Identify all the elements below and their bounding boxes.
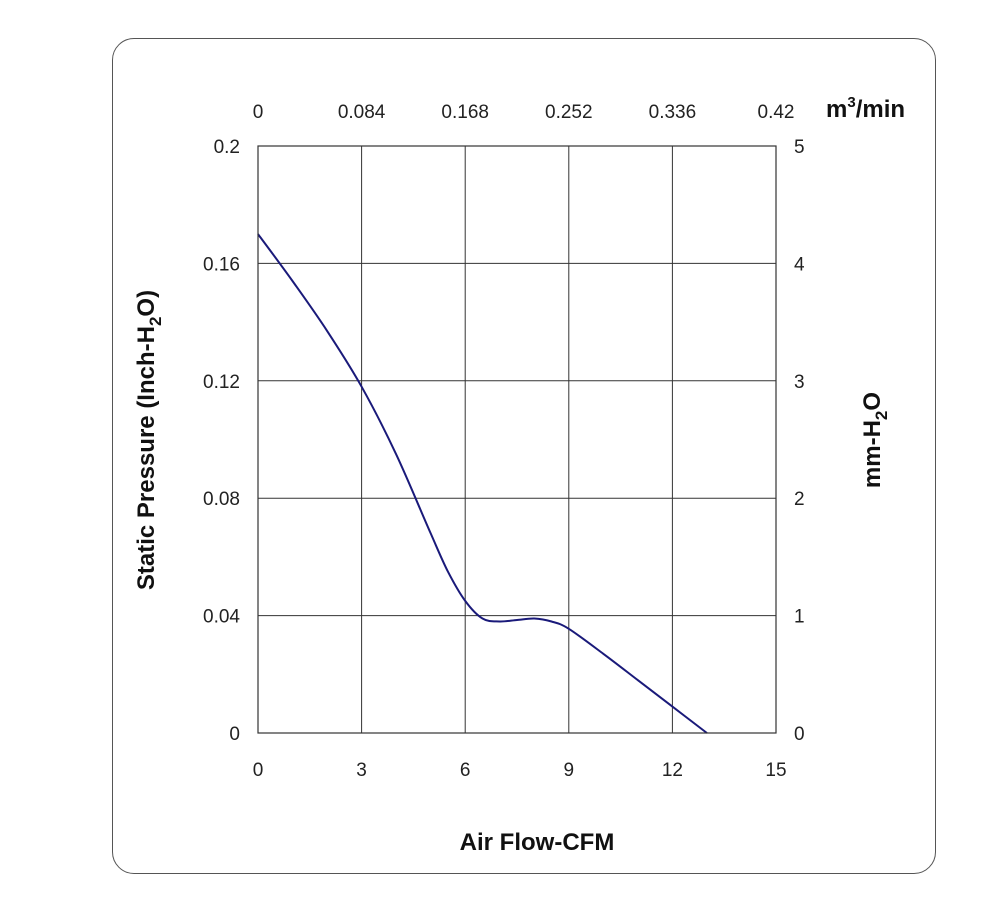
y-left-title-subscript: 2 [146,317,165,326]
tick-labels: 0 3 6 9 12 150 0.084 0.168 0.252 0.336 0.4200.040.… [203,102,805,781]
x-top-tick-label: 0.252 [545,102,593,123]
y-right-tick-label: 1 [794,607,805,628]
y-left-tick-label: 0.04 [203,607,240,628]
top-axis-unit-superscript: 3 [847,94,855,111]
top-axis-unit: m3/min [826,94,905,123]
y-axis-right-title: mm-H2O [859,392,891,488]
y-right-tick-label: 3 [794,372,805,393]
x-axis-title: Air Flow-CFM [460,829,615,856]
y-left-tick-label: 0.08 [203,489,240,510]
y-left-tick-label: 0 [229,724,240,745]
x-top-tick-label: 0.42 [758,102,795,123]
series-line [257,233,708,734]
y-left-tick-label: 0.16 [203,254,240,275]
grid [258,146,776,733]
x-bottom-tick-label: 6 [460,760,471,781]
x-bottom-tick-label: 3 [356,760,367,781]
y-left-tick-label: 0.12 [203,372,240,393]
x-bottom-tick-label: 12 [662,760,683,781]
y-left-tick-label: 0.2 [214,137,240,158]
chart-frame [112,38,936,874]
y-right-title-subscript: 2 [872,411,891,420]
y-right-tick-label: 0 [794,724,805,745]
x-top-tick-label: 0.168 [441,102,489,123]
x-top-tick-label: 0 [253,102,264,123]
x-bottom-tick-label: 15 [765,760,786,781]
x-bottom-tick-label: 0 [253,760,264,781]
y-right-tick-label: 4 [794,254,805,275]
y-right-tick-label: 2 [794,489,805,510]
x-top-tick-label: 0.336 [649,102,697,123]
y-right-title-main: mm-H [859,420,886,488]
y-axis-left-title: Static Pressure (Inch-H2O) [133,290,165,590]
x-top-tick-label: 0.084 [338,102,386,123]
top-axis-unit-base: m [826,96,847,123]
y-right-tick-label: 5 [794,137,805,158]
y-left-title-end: O) [133,290,160,317]
y-left-title-main: Static Pressure (Inch-H [133,326,160,590]
y-right-title-end: O [859,392,886,411]
x-bottom-tick-label: 9 [564,760,575,781]
top-axis-unit-suffix: /min [856,96,905,123]
plot-area-border [257,145,777,734]
